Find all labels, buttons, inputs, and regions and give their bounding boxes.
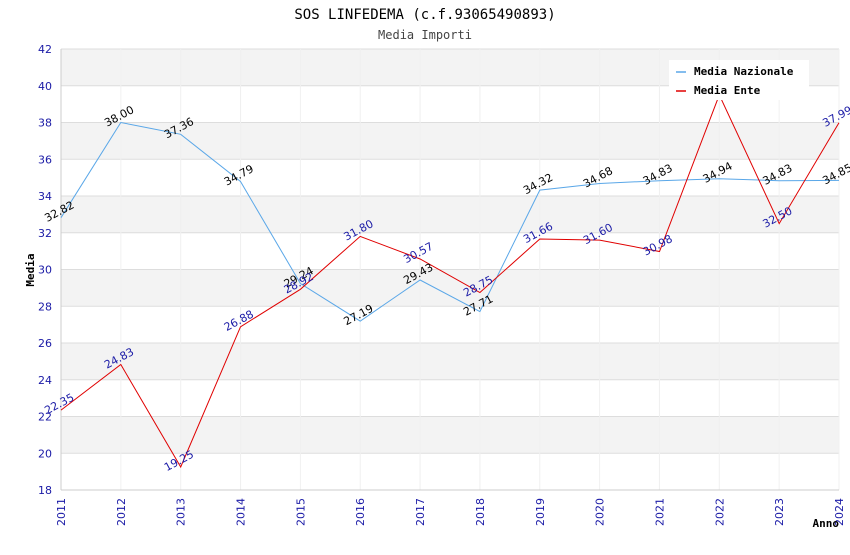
- x-tick-label: 2011: [55, 498, 68, 526]
- x-axis-ticks: 2011 2012 2013 2014 2015 2016 2017 2018 2019 2020…: [55, 498, 846, 526]
- axes: [60, 49, 839, 491]
- x-tick-label: 2020: [594, 498, 607, 526]
- grid-band: [61, 379, 839, 417]
- y-tick-label: 26: [38, 337, 52, 350]
- grid-band: [61, 122, 839, 160]
- x-tick-label: 2019: [534, 498, 547, 526]
- y-tick-label: 38: [38, 117, 52, 130]
- y-axis-label: Media: [24, 253, 37, 286]
- y-tick-label: 34: [38, 190, 52, 203]
- legend-label-nazionale: Media Nazionale: [694, 65, 794, 78]
- x-axis-label: Anno: [813, 517, 840, 530]
- legend-label-ente: Media Ente: [694, 84, 761, 97]
- x-tick-label: 2016: [354, 498, 367, 526]
- x-tick-label: 2021: [653, 498, 666, 526]
- series-line-nazionale: [60, 121, 840, 322]
- x-tick-label: 2017: [414, 498, 427, 526]
- grid-band: [61, 269, 839, 307]
- y-tick-label: 18: [38, 484, 52, 497]
- y-tick-label: 22: [38, 411, 52, 424]
- y-tick-label: 42: [38, 43, 52, 56]
- grid-band: [61, 232, 839, 270]
- x-tick-label: 2015: [294, 498, 307, 526]
- chart-title: SOS LINFEDEMA (c.f.93065490893): [294, 7, 555, 23]
- x-tick-label: 2024: [833, 498, 846, 526]
- y-tick-label: 36: [38, 153, 52, 166]
- series-lines: [60, 93, 840, 469]
- y-tick-label: 24: [38, 374, 52, 387]
- grid-band: [61, 416, 839, 454]
- y-tick-label: 20: [38, 447, 52, 460]
- y-tick-label: 32: [38, 227, 52, 240]
- y-tick-label: 28: [38, 300, 52, 313]
- x-tick-label: 2022: [713, 498, 726, 526]
- y-tick-label: 40: [38, 80, 52, 93]
- y-axis-ticks: 18 20 22 24 26 28 30 32 34 36 38 40 42: [38, 43, 52, 497]
- grid-bands: [61, 49, 839, 490]
- series-line-ente: [60, 93, 840, 469]
- grid-band: [61, 453, 839, 490]
- legend-box: [669, 60, 809, 100]
- grid-band: [61, 343, 839, 380]
- grid-band: [61, 159, 839, 196]
- x-tick-label: 2012: [115, 498, 128, 526]
- x-tick-label: 2014: [235, 498, 248, 526]
- legend: Media Nazionale Media Ente: [669, 60, 809, 100]
- x-tick-label: 2023: [773, 498, 786, 526]
- grid-lines: [60, 48, 840, 491]
- y-tick-label: 30: [38, 264, 52, 277]
- chart-subtitle: Media Importi: [378, 28, 472, 42]
- grid-band: [61, 196, 839, 233]
- grid-band: [61, 306, 839, 343]
- x-tick-label: 2013: [175, 498, 188, 526]
- x-tick-label: 2018: [474, 498, 487, 526]
